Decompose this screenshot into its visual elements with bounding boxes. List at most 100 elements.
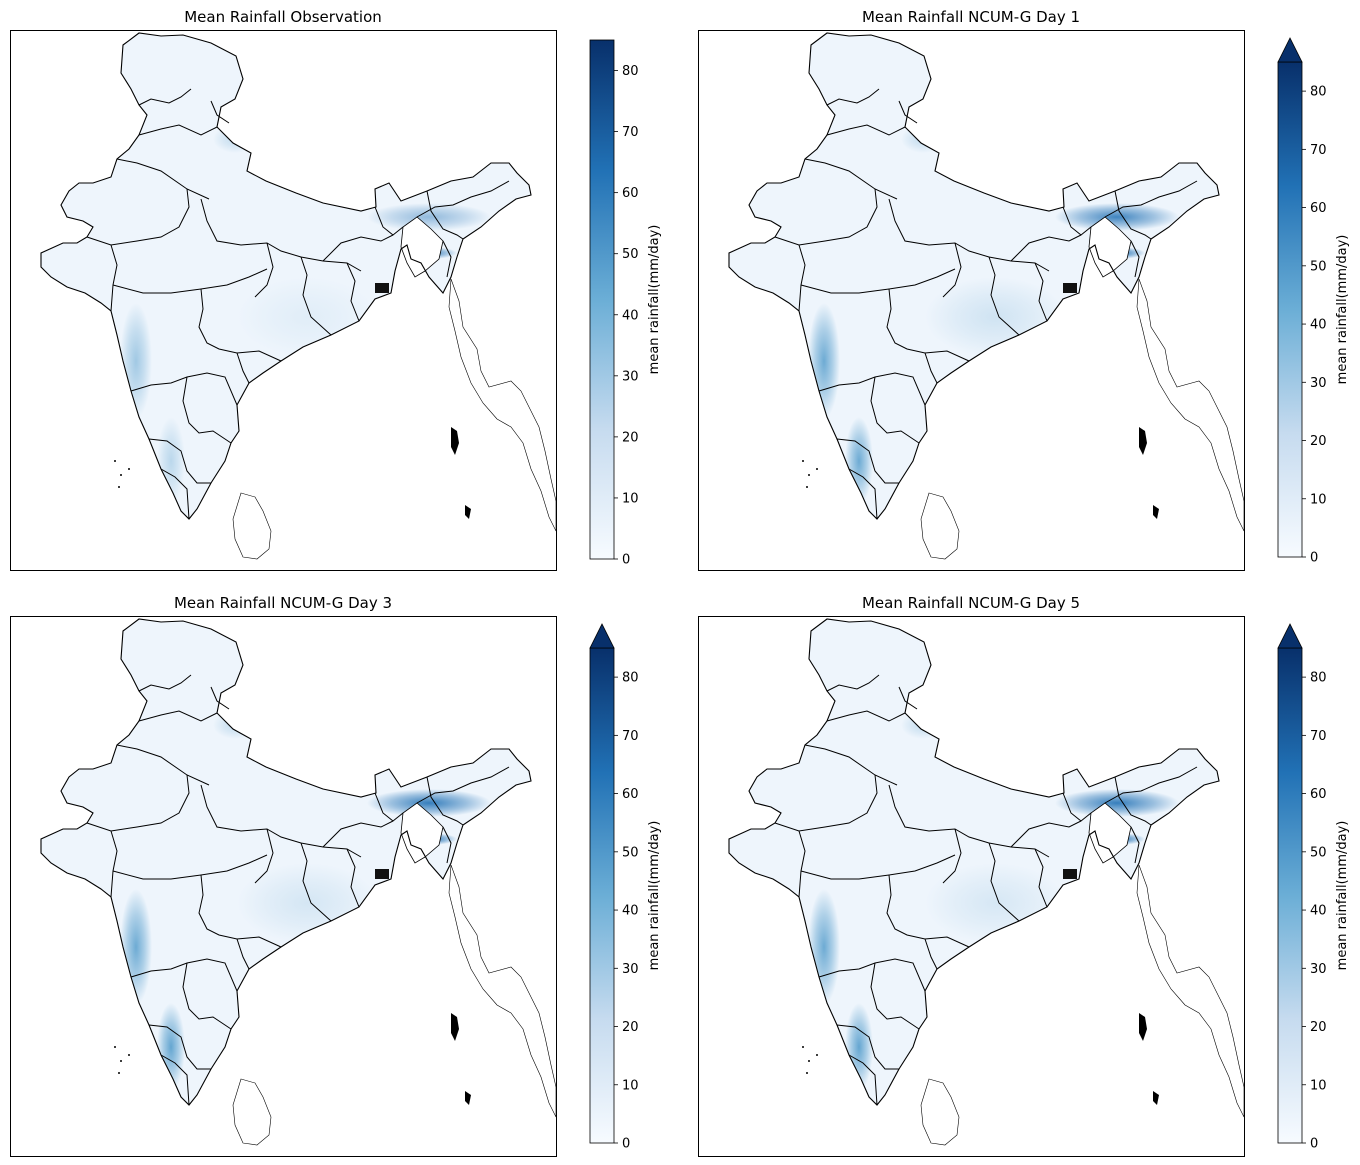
colorbar-tick-label: 60 bbox=[1310, 787, 1327, 802]
lakshadweep-islands bbox=[114, 1046, 116, 1048]
state-boundary bbox=[1114, 776, 1152, 826]
bangladesh bbox=[1088, 216, 1132, 278]
state-boundary bbox=[888, 784, 1050, 858]
colorbar-tick-label: 0 bbox=[622, 1137, 630, 1152]
india-landmass bbox=[729, 619, 1219, 1105]
colorbar-tick-label: 50 bbox=[1310, 259, 1327, 274]
state-boundary bbox=[988, 256, 1020, 336]
state-boundary bbox=[886, 874, 970, 948]
lakshadweep-islands bbox=[806, 1072, 808, 1074]
state-boundary bbox=[826, 124, 906, 136]
lakshadweep-islands bbox=[816, 1054, 818, 1056]
state-boundary bbox=[138, 710, 218, 722]
state-boundary bbox=[300, 842, 332, 922]
state-boundary bbox=[888, 198, 1050, 272]
rainfall-region-south bbox=[845, 1003, 873, 1091]
sundarbans bbox=[1063, 869, 1077, 879]
colorbar: 0 10 20 30 40 50 60 70 80 mean rainfall(mm/day) bbox=[1277, 623, 1360, 1154]
colorbar-tick-label: 30 bbox=[1310, 376, 1327, 391]
colorbar-tick-label: 40 bbox=[1310, 318, 1327, 333]
rainfall-region-south bbox=[157, 1003, 185, 1091]
state-boundary bbox=[870, 376, 920, 444]
colorbar-tick-label: 30 bbox=[1310, 962, 1327, 977]
colorbar-label: mean rainfall(mm/day) bbox=[1335, 821, 1350, 971]
rainfall-region-ne bbox=[1055, 789, 1179, 817]
india-landmass bbox=[729, 33, 1219, 519]
panel-title: Mean Rainfall NCUM-G Day 5 bbox=[861, 594, 1081, 612]
state-boundary bbox=[848, 1054, 878, 1106]
panel-title: Mean Rainfall NCUM-G Day 1 bbox=[861, 8, 1081, 26]
colorbar-tick-label: 40 bbox=[622, 904, 639, 919]
state-boundary bbox=[236, 352, 250, 384]
state-boundary bbox=[898, 100, 918, 124]
lakshadweep-islands bbox=[128, 468, 130, 470]
state-boundary bbox=[924, 938, 938, 970]
state-boundary bbox=[836, 438, 899, 484]
bangladesh bbox=[400, 216, 444, 278]
colorbar-tick-label: 80 bbox=[1310, 85, 1327, 100]
state-boundary bbox=[1104, 766, 1198, 804]
state-boundary bbox=[1010, 820, 1082, 848]
colorbar-tick-label: 70 bbox=[1310, 143, 1327, 158]
sundarbans bbox=[375, 283, 389, 293]
state-boundary bbox=[198, 874, 282, 948]
state-boundary bbox=[210, 100, 230, 124]
state-boundary bbox=[416, 766, 510, 804]
colorbar-tick-label: 30 bbox=[622, 369, 639, 384]
state-boundary bbox=[110, 244, 118, 312]
colorbar-tick-label: 20 bbox=[622, 430, 639, 445]
state-boundary bbox=[148, 1024, 211, 1070]
myanmar-coast bbox=[1136, 864, 1244, 1118]
state-boundary bbox=[826, 674, 880, 692]
state-boundary bbox=[254, 828, 274, 884]
lakshadweep-islands bbox=[118, 1072, 120, 1074]
lakshadweep-islands bbox=[808, 474, 810, 476]
colorbar-tick-label: 30 bbox=[622, 962, 639, 977]
state-boundary bbox=[898, 686, 918, 710]
state-boundary bbox=[416, 180, 510, 218]
state-boundary bbox=[1034, 262, 1048, 322]
bangladesh bbox=[400, 802, 444, 864]
state-boundary bbox=[798, 830, 806, 898]
india-boundary bbox=[40, 618, 532, 1106]
lakshadweep-islands bbox=[128, 1054, 130, 1056]
nicobar-islands bbox=[465, 1091, 471, 1105]
state-boundary bbox=[322, 234, 394, 262]
state-boundary bbox=[836, 1024, 899, 1070]
myanmar-coast bbox=[448, 864, 556, 1118]
state-boundary bbox=[346, 848, 360, 908]
lakshadweep-islands bbox=[816, 468, 818, 470]
sri-lanka bbox=[920, 492, 960, 560]
state-boundary bbox=[798, 244, 806, 312]
colorbar-tick-label: 10 bbox=[1310, 492, 1327, 507]
sri-lanka bbox=[920, 1078, 960, 1146]
myanmar-coast bbox=[1136, 278, 1244, 532]
rainfall-region-south bbox=[845, 417, 873, 505]
india-boundary bbox=[40, 32, 532, 520]
state-boundary bbox=[300, 256, 332, 336]
colorbar-tick-label: 10 bbox=[1310, 1078, 1327, 1093]
colorbar-tick-label: 60 bbox=[622, 787, 639, 802]
state-boundary bbox=[200, 198, 362, 272]
state-boundary bbox=[138, 88, 192, 106]
state-boundary bbox=[870, 962, 920, 1030]
india-landmass bbox=[41, 33, 531, 519]
lakshadweep-islands bbox=[808, 1060, 810, 1062]
colorbar-tick-label: 20 bbox=[622, 1020, 639, 1035]
colorbar-tick-label: 40 bbox=[622, 308, 639, 323]
lakshadweep-islands bbox=[114, 460, 116, 462]
colorbar-tick-label: 40 bbox=[1310, 904, 1327, 919]
lakshadweep-islands bbox=[118, 486, 120, 488]
state-boundary bbox=[322, 820, 394, 848]
state-boundary bbox=[374, 792, 404, 822]
colorbar-tick-label: 60 bbox=[1310, 201, 1327, 216]
colorbar-tick-label: 50 bbox=[622, 247, 639, 262]
colorbar-label: mean rainfall(mm/day) bbox=[647, 225, 662, 375]
state-boundary bbox=[804, 744, 898, 786]
state-boundary bbox=[942, 242, 962, 298]
map-india-observation bbox=[10, 30, 557, 571]
lakshadweep-islands bbox=[802, 460, 804, 462]
colorbar-tick-label: 80 bbox=[622, 64, 639, 79]
colorbar-tick-label: 80 bbox=[622, 671, 639, 686]
sri-lanka bbox=[232, 492, 272, 560]
